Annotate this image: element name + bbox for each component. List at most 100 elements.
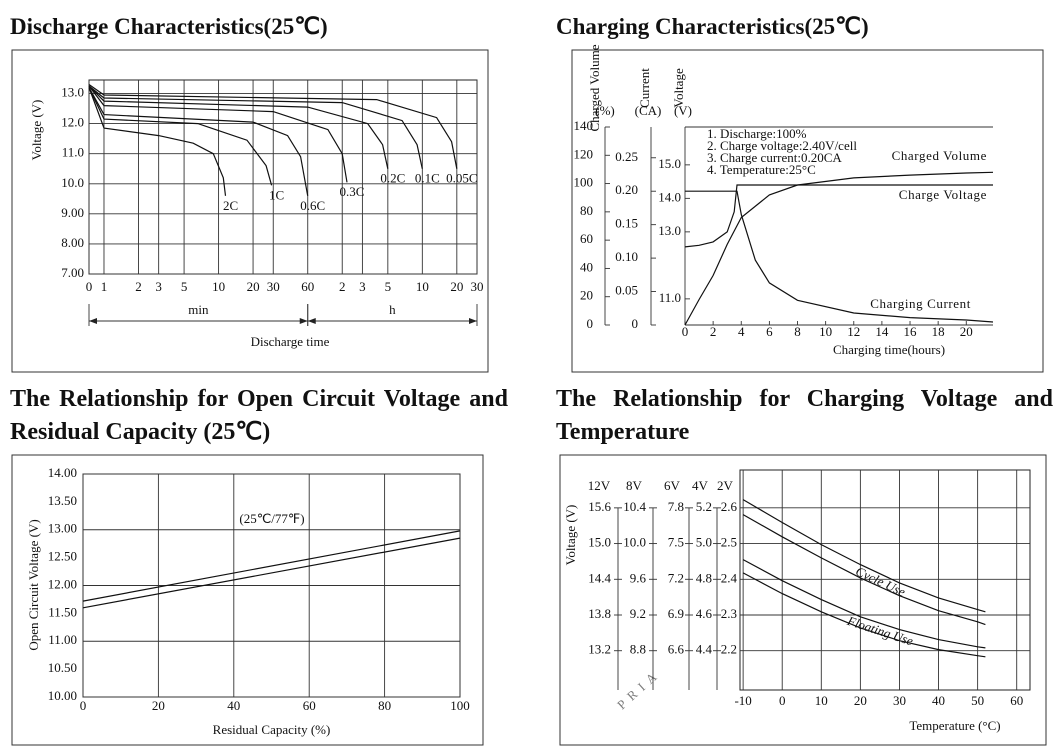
y-axis-title: Voltage (V) (563, 505, 578, 566)
y-tick-label: 7.2 (668, 570, 684, 585)
y-tick-label: 4.6 (696, 606, 713, 621)
y-tick-label: 14.00 (48, 465, 77, 480)
y-tick-label: 4.4 (696, 642, 713, 657)
y-tick-label: 40 (580, 259, 593, 274)
y-tick-label: 15.0 (588, 535, 611, 550)
data-line (88, 85, 348, 183)
y-tick-label: 0.25 (615, 149, 638, 164)
series-label: Floating Use (845, 613, 916, 649)
y-tick-label: 6.9 (668, 606, 684, 621)
plot-frame (739, 469, 1031, 691)
y-tick-label: 7.8 (668, 499, 684, 514)
chart-title: Charging Characteristics(25℃) (556, 14, 869, 39)
axis-unit: (%) (595, 103, 615, 118)
x-tick-label: 20 (450, 279, 463, 294)
y-tick-label: 140 (574, 118, 594, 133)
y-tick-label: 0 (632, 316, 639, 331)
y-tick-label: 5.0 (696, 535, 712, 550)
x-tick-label: 4 (738, 324, 745, 339)
data-line (88, 87, 273, 186)
data-line (684, 184, 993, 248)
x-tick-label: 30 (893, 693, 906, 708)
y-tick-label: 11.00 (48, 632, 77, 647)
data-line (742, 514, 986, 626)
annotation: 2. Charge voltage:2.40V/cell (707, 138, 857, 153)
data-line (88, 85, 423, 169)
range-label: min (188, 302, 209, 317)
chart-title: The Relationship for Charging Voltage an… (556, 386, 1053, 445)
x-tick-label: 10 (819, 324, 832, 339)
y-tick-label: 6.6 (668, 642, 685, 657)
x-tick-label: 5 (181, 279, 188, 294)
data-line (684, 171, 994, 326)
y-tick-label: 14.0 (658, 189, 681, 204)
x-tick-label: 60 (1010, 693, 1023, 708)
x-axis-title: Charging time(hours) (833, 342, 945, 357)
series-label: 1C (269, 187, 284, 202)
y-tick-label: 13.0 (658, 223, 681, 238)
y-tick-label: 7.00 (61, 265, 84, 280)
y-tick-label: 0 (587, 316, 594, 331)
series-label: 0.05C (446, 171, 477, 186)
x-tick-label: 18 (932, 324, 945, 339)
series-label: 0.6C (300, 198, 325, 213)
x-tick-label: 3 (359, 279, 366, 294)
y-tick-label: 15.6 (588, 499, 611, 514)
y-tick-label: 13.8 (588, 606, 611, 621)
x-tick-label: 5 (385, 279, 392, 294)
y-tick-label: 0.10 (615, 249, 638, 264)
y-tick-label: 0.20 (615, 182, 638, 197)
x-tick-label: 2 (339, 279, 346, 294)
x-tick-label: 2 (710, 324, 717, 339)
x-tick-label: 20 (152, 698, 165, 713)
y-tick-label: 11.0 (659, 290, 681, 305)
y-tick-label: 12.00 (48, 576, 77, 591)
y-tick-label: 14.4 (588, 570, 611, 585)
y-tick-label: 2.2 (721, 642, 737, 657)
x-tick-label: 50 (971, 693, 984, 708)
annotation: 3. Charge current:0.20CA (707, 150, 842, 165)
y-tick-label: 10.0 (623, 535, 646, 550)
data-line (82, 530, 461, 602)
x-tick-label: 20 (854, 693, 867, 708)
data-line (88, 87, 309, 196)
x-tick-label: 0 (86, 279, 93, 294)
y-tick-label: 2.3 (721, 606, 737, 621)
axis-header: Voltage (671, 68, 686, 108)
series-label: Charged Volume (892, 148, 987, 163)
x-tick-label: 10 (212, 279, 225, 294)
y-tick-label: 2.6 (721, 499, 738, 514)
x-tick-label: 40 (227, 698, 240, 713)
x-tick-label: 80 (378, 698, 391, 713)
y-tick-label: 13.50 (48, 493, 77, 508)
chart-title: The Relationship for Open Circuit Voltag… (10, 386, 508, 445)
y-tick-label: 9.2 (630, 606, 646, 621)
y-tick-label: 80 (580, 203, 593, 218)
panel-frame (559, 454, 1047, 746)
axis-header: 4V (692, 478, 709, 493)
y-tick-label: 100 (574, 175, 594, 190)
y-tick-label: 11.0 (62, 145, 84, 160)
y-tick-label: 10.4 (623, 499, 646, 514)
series-label: 0.1C (415, 171, 440, 186)
x-tick-label: 3 (155, 279, 162, 294)
y-tick-label: 10.50 (48, 660, 77, 675)
x-tick-label: 0 (80, 698, 87, 713)
series-label: Charging Current (870, 296, 971, 311)
y-axis-title: Open Circuit Voltage (V) (26, 519, 41, 650)
y-tick-label: 9.00 (61, 205, 84, 220)
annotation: 4. Temperature:25°C (707, 162, 816, 177)
axis-header: 8V (626, 478, 643, 493)
x-tick-label: 30 (267, 279, 280, 294)
y-tick-label: 20 (580, 288, 593, 303)
series-label: 0.3C (340, 184, 365, 199)
data-line (88, 84, 458, 169)
axis-header: 12V (588, 478, 611, 493)
axis-unit: (CA) (635, 103, 662, 118)
x-tick-label: 0 (682, 324, 689, 339)
y-tick-label: 2.4 (721, 570, 738, 585)
axis-header: Current (637, 68, 652, 108)
data-line (742, 572, 986, 658)
x-tick-label: 10 (416, 279, 429, 294)
y-tick-label: 120 (574, 146, 594, 161)
